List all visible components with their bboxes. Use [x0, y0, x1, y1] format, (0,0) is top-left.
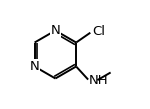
Text: N: N — [51, 24, 60, 37]
Text: N: N — [30, 60, 39, 73]
Text: Cl: Cl — [93, 25, 105, 38]
Text: NH: NH — [89, 74, 109, 87]
